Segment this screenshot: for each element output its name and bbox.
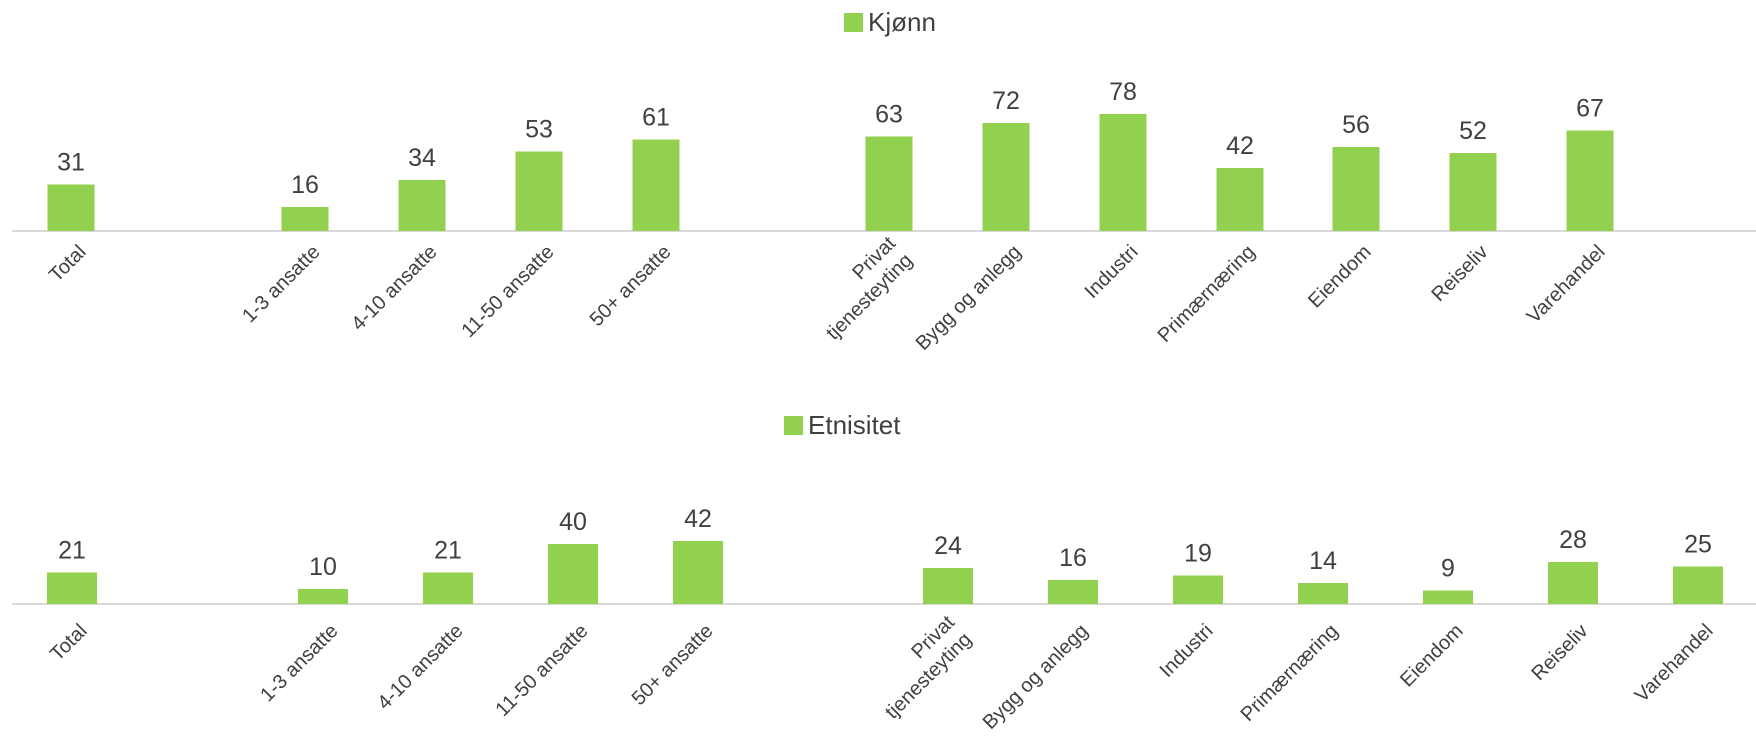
data-label-bygg-og-anlegg: 72: [992, 87, 1020, 115]
data-label-50-ansatte: 42: [684, 505, 712, 533]
tick-label-4-10-ansatte: 4-10 ansatte: [373, 620, 467, 714]
tick-label-11-50-ansatte: 11-50 ansatte: [458, 241, 559, 342]
data-label-11-50-ansatte: 40: [559, 508, 587, 536]
bar-privat-tjenesteyting: [865, 136, 913, 231]
tick-label-industri: Industri: [1081, 241, 1143, 303]
data-label-industri: 19: [1184, 540, 1212, 568]
tick-label-bygg-og-anlegg: Bygg og anlegg: [979, 620, 1093, 734]
bar-11-50-ansatte: [548, 544, 598, 604]
bar-50-ansatte: [673, 541, 723, 604]
bar-varehandel: [1566, 130, 1614, 231]
tick-label-eiendom: Eiendom: [1396, 620, 1467, 691]
bar-reiseliv: [1548, 562, 1598, 604]
bar-varehandel: [1673, 566, 1723, 604]
tick-label-4-10-ansatte: 4-10 ansatte: [347, 241, 441, 335]
legend-swatch-kjonn: [844, 13, 863, 32]
bar-eiendom: [1423, 590, 1473, 604]
tick-label-1-3-ansatte: 1-3 ansatte: [238, 241, 324, 327]
tick-label-eiendom: Eiendom: [1304, 241, 1375, 312]
data-label-eiendom: 9: [1441, 555, 1455, 583]
bar-eiendom: [1332, 147, 1380, 231]
data-label-varehandel: 67: [1576, 95, 1604, 123]
data-label-reiseliv: 28: [1559, 526, 1587, 554]
data-label-bygg-og-anlegg: 16: [1059, 544, 1087, 572]
tick-label-50-ansatte: 50+ ansatte: [628, 620, 718, 710]
data-label-varehandel: 25: [1684, 531, 1712, 559]
bar-primaernaering: [1298, 583, 1348, 604]
tick-label-bygg-og-anlegg: Bygg og anlegg: [912, 241, 1026, 355]
bar-4-10-ansatte: [398, 180, 446, 231]
tick-label-privat-tjenesteyting: Privattjenesteyting: [864, 611, 976, 723]
data-label-eiendom: 56: [1342, 111, 1370, 139]
data-label-total: 31: [57, 149, 85, 177]
bar-1-3-ansatte: [298, 589, 348, 604]
bar-11-50-ansatte: [515, 151, 563, 231]
bar-reiseliv: [1449, 153, 1497, 231]
bar-1-3-ansatte: [281, 207, 329, 231]
data-label-privat-tjenesteyting: 24: [934, 532, 962, 560]
bar-industri: [1173, 575, 1223, 604]
tick-label-varehandel: Varehandel: [1631, 620, 1718, 707]
bar-total: [47, 184, 95, 231]
chart-etnisitet: Etnisitet 21 Total 10 1-3 ansatte 21 4-10 ans…: [12, 410, 1756, 734]
data-label-4-10-ansatte: 34: [408, 144, 436, 172]
data-label-privat-tjenesteyting: 63: [875, 101, 903, 129]
bar-bygg-og-anlegg: [982, 123, 1030, 231]
legend-label-kjonn: Kjønn: [868, 7, 936, 37]
tick-label-reiseliv: Reiseliv: [1427, 241, 1492, 306]
data-label-primaernaering: 14: [1309, 547, 1337, 575]
legend-label-etnisitet: Etnisitet: [808, 410, 901, 440]
bar-50-ansatte: [632, 139, 680, 231]
tick-label-11-50-ansatte: 11-50 ansatte: [492, 620, 593, 721]
tick-label-50-ansatte: 50+ ansatte: [586, 241, 676, 331]
bar-primaernaering: [1216, 168, 1264, 231]
bar-total: [47, 572, 97, 604]
legend-swatch-etnisitet: [784, 416, 803, 435]
data-label-industri: 78: [1109, 78, 1137, 106]
data-label-1-3-ansatte: 10: [309, 553, 337, 581]
tick-label-industri: Industri: [1156, 620, 1218, 682]
data-label-50-ansatte: 61: [642, 104, 670, 132]
chart-kjonn: Kjønn 31 Total 16 1-3 ansatte 34 4-10 ansatte…: [12, 7, 1756, 355]
data-label-primaernaering: 42: [1226, 132, 1254, 160]
tick-label-total: Total: [45, 241, 90, 286]
data-label-11-50-ansatte: 53: [525, 116, 553, 144]
data-label-reiseliv: 52: [1459, 117, 1487, 145]
bar-industri: [1099, 114, 1147, 231]
data-label-total: 21: [58, 537, 86, 565]
data-label-4-10-ansatte: 21: [434, 537, 462, 565]
tick-label-reiseliv: Reiseliv: [1527, 620, 1592, 685]
bar-4-10-ansatte: [423, 572, 473, 604]
tick-label-varehandel: Varehandel: [1523, 241, 1610, 328]
bar-privat-tjenesteyting: [923, 568, 973, 604]
tick-label-total: Total: [46, 620, 91, 665]
tick-label-primaernaering: Primærnæring: [1154, 241, 1260, 347]
bar-bygg-og-anlegg: [1048, 580, 1098, 604]
tick-label-primaernaering: Primærnæring: [1237, 620, 1343, 726]
data-label-1-3-ansatte: 16: [291, 171, 319, 199]
tick-label-privat-tjenesteyting: Privattjenesteyting: [805, 232, 917, 344]
tick-label-1-3-ansatte: 1-3 ansatte: [256, 620, 342, 706]
